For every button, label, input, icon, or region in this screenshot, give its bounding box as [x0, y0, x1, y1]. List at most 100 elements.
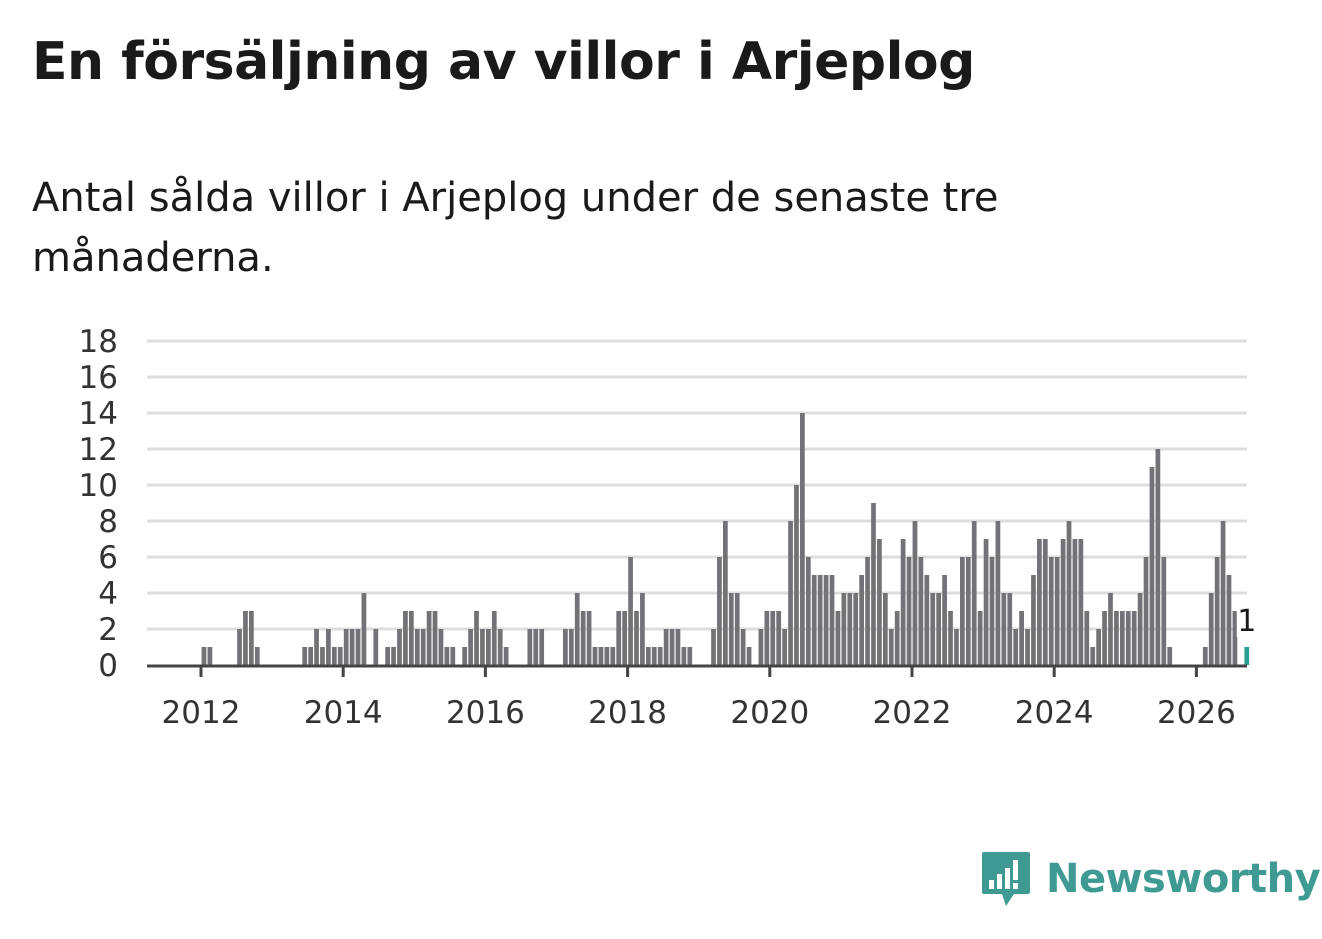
brand-name: Newsworthy: [1046, 856, 1321, 902]
bar: [1001, 593, 1007, 665]
bar: [201, 647, 207, 665]
bar: [497, 629, 503, 665]
bar: [888, 629, 894, 665]
bar: [373, 629, 379, 665]
bar: [912, 521, 918, 665]
bar: [877, 539, 882, 665]
bar: [900, 539, 906, 665]
bar: [337, 647, 343, 665]
x-axis-ticks: 2012 2014 2016 2018 2020 2022 2024 2026: [162, 667, 1236, 731]
x-tick-label: 2014: [304, 695, 383, 731]
bar: [491, 611, 497, 665]
bar: [1155, 449, 1161, 665]
bar: [249, 611, 254, 665]
bar: [598, 647, 604, 665]
bar: [426, 611, 432, 665]
y-tick-label: 0: [98, 648, 118, 684]
bar: [432, 611, 438, 665]
bar: [622, 611, 627, 665]
y-tick-label: 14: [79, 396, 118, 432]
bar: [711, 629, 716, 665]
bar: [894, 611, 900, 665]
y-tick-label: 10: [79, 468, 118, 504]
bar: [574, 593, 580, 665]
bar: [355, 629, 361, 665]
bar: [841, 593, 847, 665]
bar: [349, 629, 355, 665]
bar: [734, 593, 740, 665]
newsworthy-logo: Newsworthy: [980, 850, 1321, 908]
bar: [835, 611, 841, 665]
bar: [634, 611, 639, 665]
bar: [568, 629, 574, 665]
bar: [758, 629, 764, 665]
bar: [918, 557, 924, 665]
bar: [764, 611, 770, 665]
x-tick-label: 2026: [1157, 695, 1236, 731]
bar: [740, 629, 746, 665]
bar: [610, 647, 616, 665]
bar: [331, 647, 337, 665]
y-tick-label: 16: [79, 360, 118, 396]
bar: [717, 557, 722, 665]
bar: [314, 629, 319, 665]
bar: [1019, 611, 1024, 665]
bar: [1114, 611, 1119, 665]
bar: [1108, 593, 1113, 665]
annotations: 1: [1236, 603, 1257, 639]
bar: [444, 647, 450, 665]
bar: [800, 413, 805, 665]
bar: [723, 521, 728, 665]
bar: [871, 503, 876, 665]
bar: [669, 629, 675, 665]
bar: [1226, 575, 1232, 665]
bars: [201, 413, 1250, 665]
bar: [1060, 539, 1066, 665]
bar: [989, 557, 995, 665]
bar: [616, 611, 622, 665]
bar: [326, 629, 331, 665]
bar: [320, 647, 325, 665]
bar: [438, 629, 444, 665]
bar: [403, 611, 408, 665]
bar: [533, 629, 539, 665]
bar-latest: [1244, 647, 1250, 665]
bar: [657, 647, 663, 665]
bar: [983, 539, 989, 665]
bar: [965, 557, 971, 665]
y-tick-label: 4: [98, 576, 118, 612]
bar: [675, 629, 681, 665]
bar: [462, 647, 468, 665]
bar: [1048, 557, 1054, 665]
bar: [936, 593, 942, 665]
bar: [243, 611, 248, 665]
bar: [645, 647, 651, 665]
bar: [1137, 593, 1143, 665]
bar: [859, 575, 864, 665]
bar: [995, 521, 1001, 665]
x-tick-label: 2016: [446, 695, 525, 731]
bar: [486, 629, 491, 665]
bar: [1214, 557, 1220, 665]
bar: [823, 575, 829, 665]
chart-subtitle: Antal sålda villor i Arjeplog under de s…: [32, 175, 999, 281]
x-tick-label: 2018: [588, 695, 667, 731]
bar: [770, 611, 776, 665]
bar: [817, 575, 823, 665]
bar: [1084, 611, 1090, 665]
bar: [420, 629, 426, 665]
bar: [954, 629, 959, 665]
bar: [586, 611, 592, 665]
bar: [1066, 521, 1072, 665]
bar: [580, 611, 586, 665]
bar: [1208, 593, 1214, 665]
bar: [882, 593, 888, 665]
bar: [408, 611, 414, 665]
bar: [302, 647, 308, 665]
bar: [1125, 611, 1131, 665]
bar: [776, 611, 782, 665]
y-tick-label: 18: [79, 324, 118, 360]
bar: [1220, 521, 1226, 665]
